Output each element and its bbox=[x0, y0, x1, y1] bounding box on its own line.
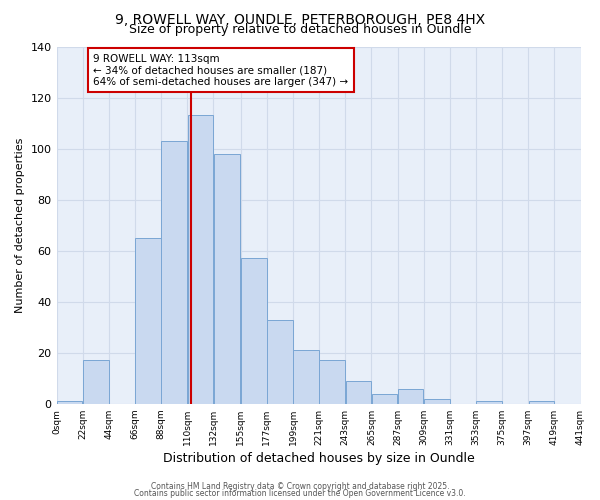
Bar bbox=[529, 402, 554, 404]
Bar bbox=[188, 116, 213, 404]
Bar bbox=[241, 258, 266, 404]
Bar bbox=[83, 360, 109, 404]
Y-axis label: Number of detached properties: Number of detached properties bbox=[15, 138, 25, 313]
Text: 9, ROWELL WAY, OUNDLE, PETERBOROUGH, PE8 4HX: 9, ROWELL WAY, OUNDLE, PETERBOROUGH, PE8… bbox=[115, 12, 485, 26]
Text: Contains public sector information licensed under the Open Government Licence v3: Contains public sector information licen… bbox=[134, 489, 466, 498]
Text: Contains HM Land Registry data © Crown copyright and database right 2025.: Contains HM Land Registry data © Crown c… bbox=[151, 482, 449, 491]
Bar bbox=[398, 388, 424, 404]
Text: 9 ROWELL WAY: 113sqm
← 34% of detached houses are smaller (187)
64% of semi-deta: 9 ROWELL WAY: 113sqm ← 34% of detached h… bbox=[93, 54, 349, 87]
Bar bbox=[476, 402, 502, 404]
Text: Size of property relative to detached houses in Oundle: Size of property relative to detached ho… bbox=[129, 22, 471, 36]
Bar bbox=[424, 398, 449, 404]
Bar bbox=[267, 320, 293, 404]
Bar bbox=[214, 154, 241, 404]
Bar bbox=[293, 350, 319, 404]
Bar bbox=[371, 394, 397, 404]
Bar bbox=[346, 381, 371, 404]
Bar bbox=[161, 141, 187, 404]
X-axis label: Distribution of detached houses by size in Oundle: Distribution of detached houses by size … bbox=[163, 452, 475, 465]
Bar bbox=[319, 360, 345, 404]
Bar bbox=[135, 238, 161, 404]
Bar bbox=[57, 402, 82, 404]
